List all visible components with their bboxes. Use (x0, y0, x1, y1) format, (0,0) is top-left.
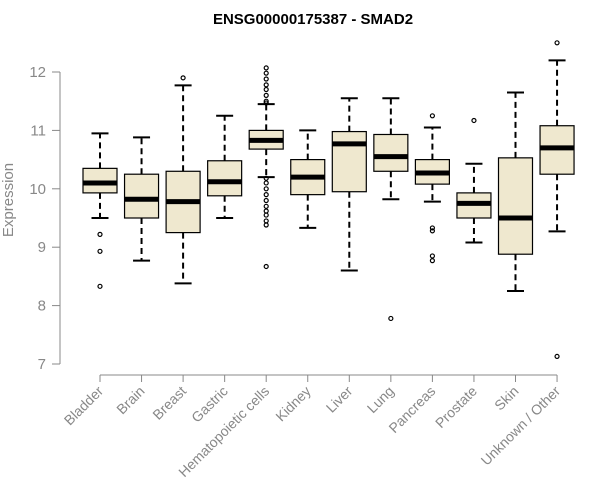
box-group (165, 75, 201, 285)
box-group (290, 129, 326, 229)
x-tick-label: Kidney (272, 383, 314, 425)
outlier-point (263, 76, 269, 82)
outlier-point (263, 98, 269, 104)
outlier-point (263, 180, 269, 186)
box-group (373, 97, 409, 322)
x-tick-label: Skin (491, 383, 522, 414)
outlier-point (97, 283, 103, 289)
y-tick-label: 12 (29, 64, 46, 81)
x-tick-label: Liver (323, 383, 356, 416)
box-group (497, 91, 534, 292)
box (497, 157, 534, 255)
outlier-point (180, 75, 186, 81)
outlier-point (263, 186, 269, 192)
box (207, 160, 243, 197)
box (373, 133, 409, 172)
outlier-point (97, 248, 103, 254)
y-tick-label: 11 (30, 122, 46, 139)
box-group (207, 114, 243, 219)
outlier-point (263, 218, 269, 224)
outlier-point (429, 225, 435, 231)
y-tick-label: 8 (38, 298, 46, 315)
outlier-point (263, 263, 269, 270)
box-group (248, 65, 284, 270)
outlier-point (429, 113, 435, 119)
outlier-point (429, 253, 435, 259)
outlier-point (388, 315, 394, 322)
outlier-point (263, 70, 269, 76)
box (331, 130, 367, 193)
y-axis: 7 8 9 10 11 12 (29, 64, 61, 373)
box-group (123, 136, 160, 262)
outlier-point (263, 222, 269, 228)
box-group (456, 117, 492, 244)
outlier-point (554, 353, 560, 360)
outlier-point (263, 212, 269, 218)
box (123, 173, 160, 219)
box-group (414, 113, 450, 264)
plot-area (82, 40, 575, 360)
outlier-point (263, 82, 269, 88)
outlier-point (263, 86, 269, 93)
outlier-point (263, 208, 269, 214)
y-tick-label: 9 (38, 239, 46, 256)
outlier-point (429, 228, 435, 234)
outlier-point (263, 100, 269, 106)
outlier-point (263, 92, 269, 98)
box-group (82, 132, 118, 289)
x-tick-label: Lung (364, 383, 397, 416)
y-axis-label: Expression (0, 163, 17, 237)
outlier-point (97, 231, 103, 237)
outlier-point (263, 65, 269, 71)
y-tick-label: 7 (38, 356, 46, 373)
box-group (539, 40, 575, 360)
outlier-point (554, 40, 560, 46)
x-tick-label: Prostate (432, 383, 480, 431)
outlier-point (263, 203, 269, 209)
x-tick-label: Breast (149, 383, 189, 423)
outlier-point (263, 175, 269, 181)
y-tick-label: 10 (29, 181, 46, 198)
outlier-point (471, 117, 477, 124)
chart-title: ENSG00000175387 - SMAD2 (213, 11, 413, 28)
outlier-point (263, 192, 269, 198)
x-tick-label: Bladder (61, 383, 107, 429)
x-tick-label: Unknown / Other (478, 383, 564, 469)
outlier-point (263, 197, 269, 204)
x-tick-label: Brain (113, 383, 147, 417)
box-group (331, 97, 367, 272)
outlier-point (429, 258, 435, 264)
